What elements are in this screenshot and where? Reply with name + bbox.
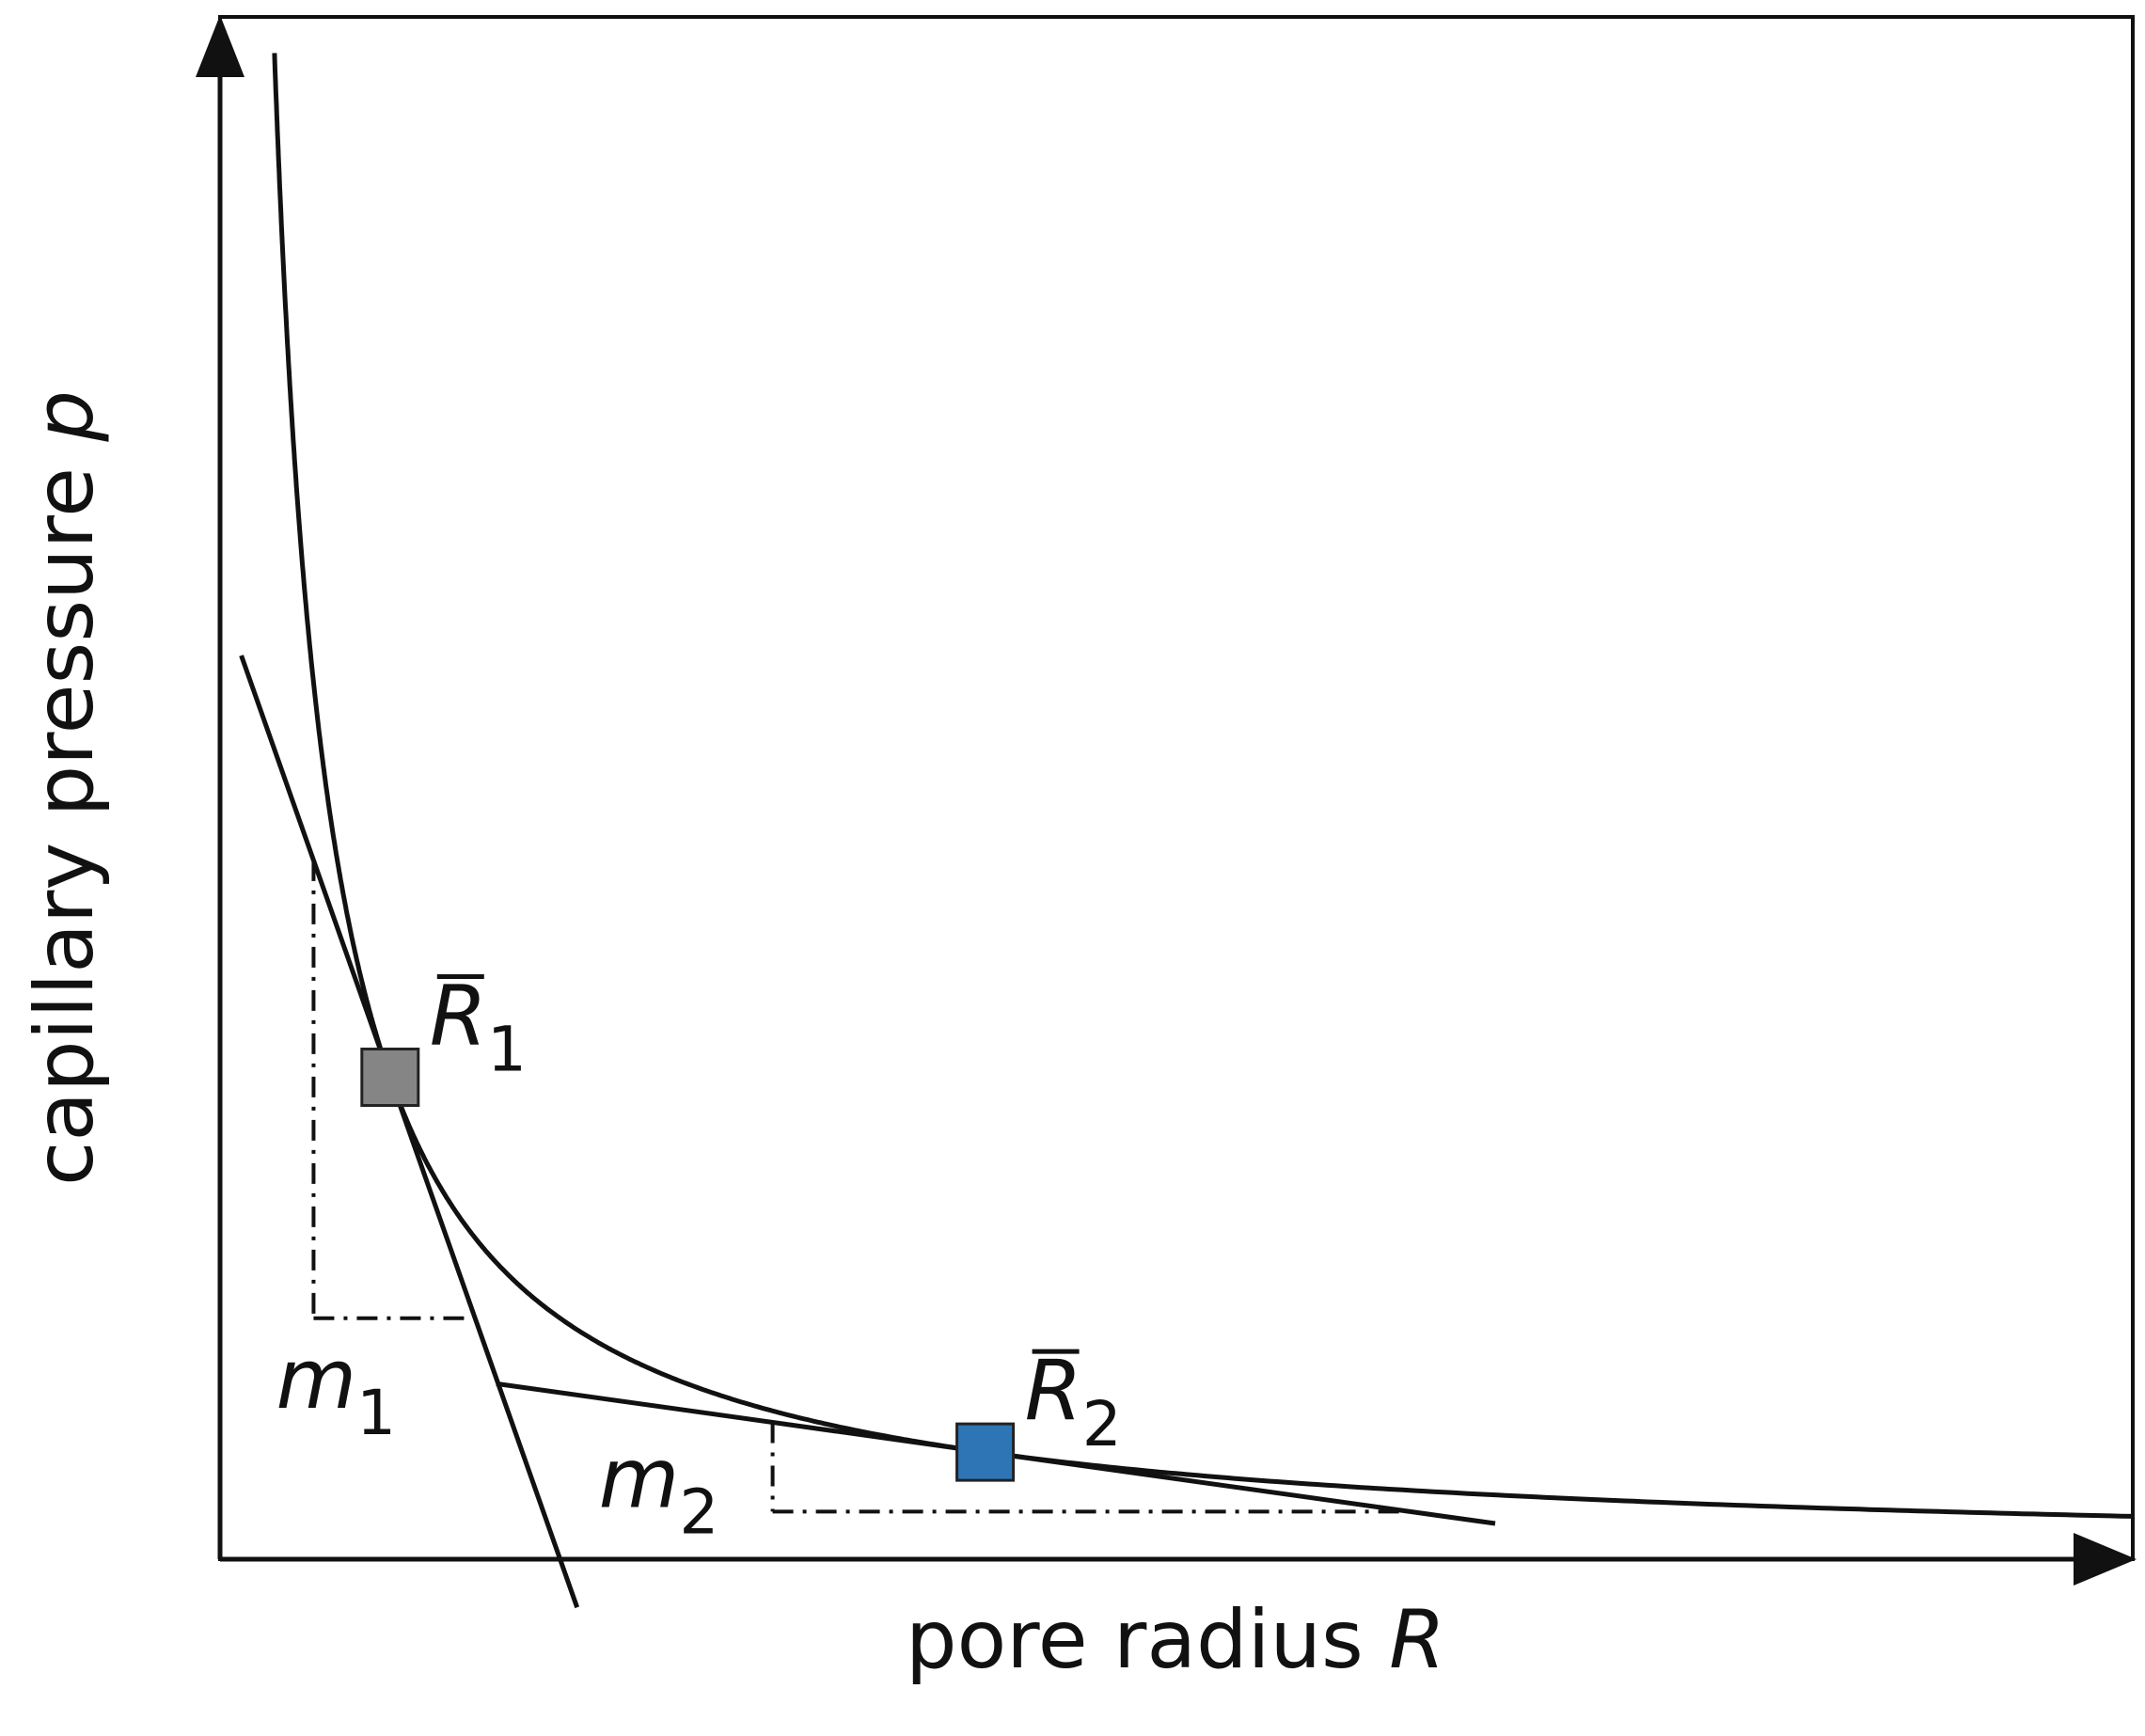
point-label-sub: 2 bbox=[1082, 1388, 1122, 1460]
slope-label-m2: m2 bbox=[599, 1429, 719, 1548]
slope-label-sub: 1 bbox=[356, 1377, 396, 1449]
x-axis-title: pore radius R bbox=[906, 1593, 1445, 1687]
marker-R1 bbox=[360, 1048, 420, 1107]
point-label-sub: 1 bbox=[487, 1014, 527, 1086]
slope-label-sub: 2 bbox=[679, 1476, 718, 1548]
x-axis-arrow-icon bbox=[2074, 1533, 2137, 1586]
slope-label-var: m bbox=[599, 1429, 680, 1526]
y-axis-arrow-icon bbox=[196, 15, 244, 77]
point-label-var: R bbox=[1025, 1342, 1082, 1439]
slope-label-m1: m1 bbox=[276, 1331, 396, 1449]
point-label-R2: R2 bbox=[1025, 1342, 1122, 1460]
slope-label-var: m bbox=[276, 1331, 356, 1428]
tangent-line-m1 bbox=[239, 655, 580, 1609]
point-label-var: R bbox=[430, 968, 487, 1065]
pressure-curve bbox=[272, 53, 2134, 1519]
marker-R2 bbox=[955, 1422, 1016, 1482]
plot-frame bbox=[218, 15, 2135, 1561]
y-axis-title: capillary pressure p bbox=[18, 390, 112, 1186]
point-label-R1: R1 bbox=[430, 968, 527, 1086]
